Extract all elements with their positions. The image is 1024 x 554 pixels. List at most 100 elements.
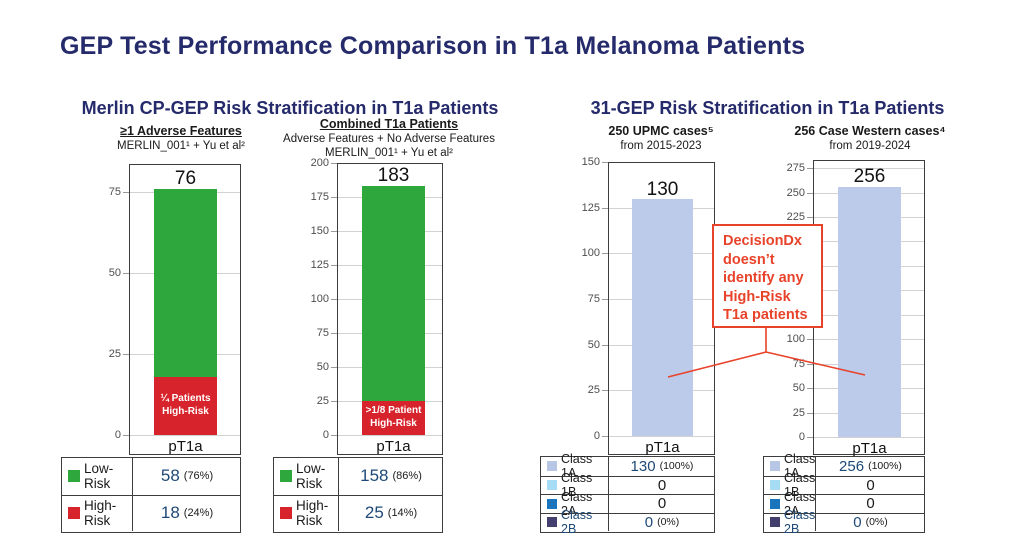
legend-swatch — [547, 480, 557, 491]
bar-segment-class-1a — [838, 187, 901, 437]
bar-total-label: 256 — [853, 166, 886, 187]
y-tick-mark — [331, 367, 337, 368]
legend-label-cell: Class 1A — [764, 452, 816, 480]
y-tick-label: 150 — [310, 225, 329, 237]
y-tick-label: 75 — [792, 358, 805, 370]
y-tick-label: 75 — [587, 293, 600, 305]
y-tick-mark — [331, 435, 337, 436]
callout-text-line: identify any — [723, 270, 804, 287]
chart-subtitle-merlin-adverse-features: ≥1 Adverse Features MERLIN_001¹ + Yu et a… — [21, 124, 341, 153]
legend-label-cell: Class 2B — [541, 508, 609, 536]
gridline — [130, 435, 240, 436]
legend-swatch — [770, 480, 780, 491]
legend-value: 256 — [839, 457, 865, 475]
legend-swatch — [770, 517, 780, 528]
legend-row: Class 2A 0 — [764, 490, 924, 518]
y-tick-label: 25 — [792, 407, 805, 419]
bar-segment-high-risk — [362, 401, 425, 435]
legend-value: 0 — [866, 476, 875, 494]
callout-text-line: High-Risk — [723, 288, 791, 305]
bar-total-label: 130 — [646, 179, 679, 200]
legend-label: High-Risk — [296, 498, 329, 529]
legend-pct: (76%) — [183, 470, 214, 483]
legend-label: Class 1B — [561, 471, 593, 500]
chart-subtitle-line: Adverse Features + No Adverse Features — [283, 133, 495, 146]
legend-value: 130 — [630, 457, 656, 475]
y-tick-label: 125 — [581, 202, 600, 214]
legend-value: 18 — [160, 503, 180, 523]
chart-subtitle-case-western-31gep: 256 Case Western cases⁴ from 2019-2024 — [710, 124, 1024, 153]
legend-value-cell: 0 (0%) — [817, 514, 924, 532]
legend-row: High-Risk 25 (14%) — [274, 494, 442, 531]
y-tick-mark — [331, 197, 337, 198]
legend-swatch — [770, 498, 780, 509]
bar-segment-label-line: >1/8 Patient — [365, 405, 422, 416]
legend-row: Low-Risk 58 (76%) — [62, 458, 240, 495]
y-tick-label: 25 — [108, 348, 121, 360]
legend-value-cell: 0 — [817, 495, 924, 513]
y-tick-mark — [807, 388, 813, 389]
chart-subtitle-line: MERLIN_001¹ + Yu et al² — [325, 147, 453, 160]
legend-swatch — [68, 507, 80, 520]
legend-pct: (86%) — [392, 470, 422, 483]
legend-label-cell: Class 2A — [541, 490, 609, 518]
x-axis-label: pT1a — [376, 438, 411, 455]
section-title-merlin: Merlin CP-GEP Risk Stratification in T1a… — [81, 98, 499, 118]
legend-value: 25 — [364, 503, 384, 523]
section-title-31gep: 31-GEP Risk Stratification in T1a Patien… — [590, 98, 945, 118]
legend-row: High-Risk 18 (24%) — [62, 494, 240, 531]
page-title: GEP Test Performance Comparison in T1a M… — [60, 32, 806, 60]
y-tick-mark — [331, 265, 337, 266]
y-tick-label: 200 — [310, 157, 329, 169]
legend-value-cell: 0 — [610, 477, 714, 495]
legend-value-cell: 0 — [610, 495, 714, 513]
y-tick-mark — [123, 192, 129, 193]
y-tick-mark — [331, 333, 337, 334]
legend-value: 0 — [853, 513, 862, 531]
legend-label-cell: Class 1B — [541, 471, 609, 499]
legend-label: Low-Risk — [296, 461, 326, 492]
y-tick-label: 175 — [310, 191, 329, 203]
legend-label: Class 2A — [561, 489, 593, 518]
bar-segment-low-risk — [154, 189, 217, 377]
legend-value-cell: 256 (100%) — [817, 457, 924, 476]
legend-label: Class 1A — [561, 452, 593, 481]
legend-label: Class 1B — [784, 471, 816, 500]
y-tick-label: 75 — [108, 186, 121, 198]
y-tick-mark — [807, 339, 813, 340]
legend-label: Class 1A — [784, 452, 816, 481]
legend-value: 0 — [657, 476, 667, 494]
gridline — [338, 435, 442, 436]
legend-label-cell: Class 2B — [764, 508, 816, 536]
chart-subtitle-line: Combined T1a Patients — [319, 117, 459, 131]
y-tick-mark — [123, 435, 129, 436]
legend-label-cell: Class 1A — [541, 452, 609, 480]
legend-row: Low-Risk 158 (86%) — [274, 458, 442, 495]
y-tick-mark — [807, 364, 813, 365]
bar-total-label: 183 — [377, 165, 410, 186]
legend-pct: (24%) — [183, 507, 214, 520]
callout-text-line: doesn’t — [723, 251, 775, 268]
legend-value-cell: 130 (100%) — [610, 457, 714, 476]
chart-subtitle-merlin-combined: Combined T1a Patients Adverse Features + … — [229, 117, 549, 160]
bar-segment-label-line: ¼ Patients — [160, 393, 211, 404]
y-tick-mark — [807, 413, 813, 414]
legend-row: Class 1A 130 (100%) — [541, 452, 714, 480]
legend-value-cell: 0 — [817, 477, 924, 495]
legend-row: Class 1B 0 — [541, 471, 714, 499]
legend-swatch — [547, 498, 557, 509]
chart-subtitle-line: ≥1 Adverse Features — [120, 124, 242, 138]
y-tick-mark — [602, 253, 608, 254]
chart-subtitle-line: from 2015-2023 — [620, 140, 702, 153]
y-tick-label: 100 — [581, 247, 600, 259]
legend-label: Class 2A — [784, 489, 816, 518]
legend-row: Class 1A 256 (100%) — [764, 452, 924, 480]
callout-text-line: T1a patients — [723, 307, 808, 324]
legend-value: 0 — [866, 495, 875, 513]
legend-swatch — [68, 470, 80, 483]
chart-subtitle-upmc-31gep: 250 UPMC cases⁵ from 2015-2023 — [501, 124, 821, 153]
legend-pct: (0%) — [657, 516, 680, 529]
y-tick-mark — [331, 231, 337, 232]
y-tick-mark — [807, 193, 813, 194]
callout-text-line: DecisionDx — [723, 233, 802, 249]
